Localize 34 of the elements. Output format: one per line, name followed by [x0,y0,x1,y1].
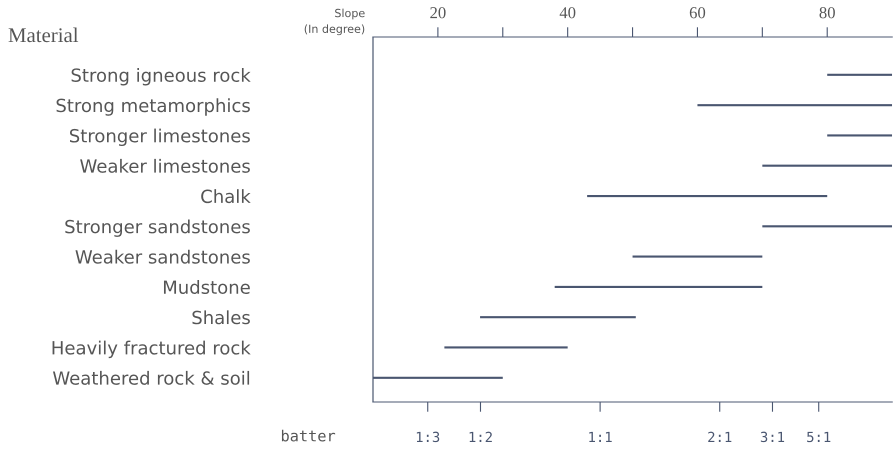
y-tick-label: Mudstone [164,280,250,294]
bar [827,134,892,137]
text: 1:2 [470,432,492,442]
x-tick-label: 40 [560,7,576,18]
bar [444,346,568,349]
bar [762,225,892,228]
bar [632,256,762,258]
bar [480,316,636,318]
text: 2:1 [708,432,732,442]
text: 1:3 [416,432,440,442]
y-tick-label: Heavily fractured rock [52,340,251,358]
x-axis-title: Slope (In degree) [304,8,365,36]
y-tick-label: Weaker limestones [80,158,250,173]
x2-axis-title: batter [282,430,336,442]
text: 1:1 [589,432,612,442]
y-tick-label: Shales [192,310,250,324]
y-axis-title: Material [8,28,78,42]
text: 5:1 [807,432,830,442]
y-tick-label: Stronger limestones [70,128,250,146]
bar [697,104,892,106]
bar [762,164,892,167]
bar [827,74,892,76]
y-tick-label: Chalk [201,189,251,204]
y-tick-label: Weathered rock & soil [52,370,250,385]
bar [587,194,828,198]
text: 3:1 [760,432,784,442]
y-tick-label: Stronger sandstones [65,219,250,237]
bar [554,286,762,288]
y-tick-label: Strong metamorphics [56,98,250,116]
x-tick-label: 20 [430,7,446,18]
x-tick-label: 60 [690,7,706,18]
x-tick-label: 80 [820,7,835,18]
y-tick-label: Weaker sandstones [75,250,250,264]
y-tick-label: Strong igneous rock [72,68,251,86]
